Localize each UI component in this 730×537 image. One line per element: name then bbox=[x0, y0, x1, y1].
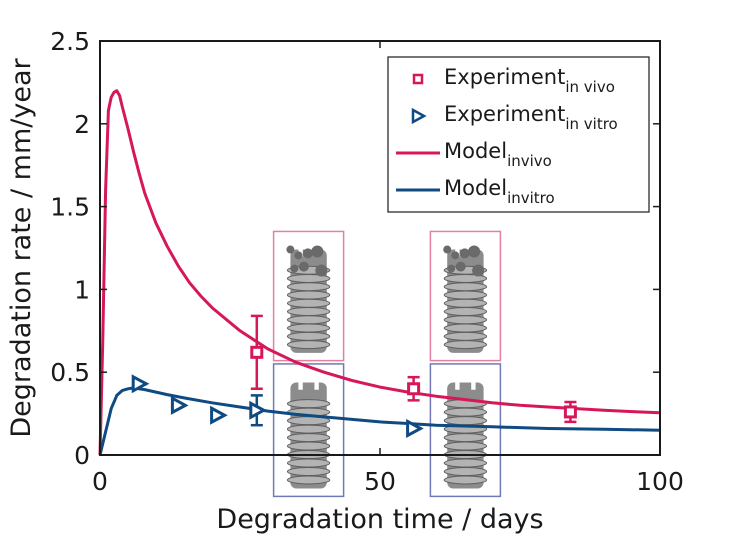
scaffold-slot bbox=[471, 380, 476, 390]
experiment-in-vitro-point bbox=[210, 405, 228, 425]
scaffold-thread bbox=[443, 323, 488, 333]
scaffold-thread bbox=[443, 466, 488, 476]
scaffold-thread bbox=[443, 315, 488, 325]
legend: Experimentin vivo Experimentin vitro Model… bbox=[387, 56, 650, 213]
y-tick-label: 1 bbox=[74, 275, 90, 304]
legend-triangle-swatch bbox=[411, 107, 427, 125]
scaffold-thread bbox=[443, 307, 488, 317]
scaffold-slot bbox=[314, 380, 319, 390]
experiment-in-vivo-point bbox=[563, 400, 577, 424]
in-vivo-scaffold-inset bbox=[429, 230, 502, 362]
experiment-in-vivo-point bbox=[250, 314, 264, 391]
corrosion-pit bbox=[294, 251, 303, 260]
scaffold-thread bbox=[443, 331, 488, 341]
scaffold-thread bbox=[443, 282, 488, 292]
model-curves bbox=[98, 89, 661, 456]
corrosion-pit bbox=[472, 264, 485, 277]
scaffold-thread bbox=[443, 290, 488, 300]
corrosion-pit bbox=[298, 261, 309, 272]
scaffold-thread bbox=[443, 433, 488, 443]
experiment-markers bbox=[131, 314, 577, 439]
scaffold-slot bbox=[298, 380, 303, 390]
scaffold-thread bbox=[286, 399, 331, 409]
corrosion-pit bbox=[459, 248, 470, 259]
corrosion-pit bbox=[290, 264, 299, 273]
scaffold-thread bbox=[286, 340, 331, 350]
scaffold-thread bbox=[286, 441, 331, 451]
square-marker bbox=[250, 345, 264, 359]
in-vivo-scaffold-inset bbox=[272, 230, 345, 362]
scaffold-thread bbox=[286, 282, 331, 292]
corrosion-pit bbox=[286, 245, 295, 254]
legend-box bbox=[387, 56, 650, 213]
corrosion-pit bbox=[311, 245, 324, 258]
axis-ticks: 0 50 100 0 0.5 1 1.5 2 2.5 bbox=[50, 27, 684, 496]
triangle-marker bbox=[406, 418, 424, 439]
x-tick-label: 0 bbox=[92, 467, 108, 496]
corrosion-pit bbox=[315, 264, 328, 277]
scaffold-thread bbox=[443, 298, 488, 308]
legend-label: Modelinvivo bbox=[444, 139, 552, 170]
corrosion-pit bbox=[468, 245, 481, 258]
legend-entry: Modelinvitro bbox=[396, 176, 555, 207]
x-tick-label: 50 bbox=[364, 467, 396, 496]
scaffold-thread bbox=[443, 407, 488, 417]
scaffold-thread bbox=[286, 433, 331, 443]
scaffold-thread bbox=[286, 458, 331, 468]
scaffold-thread bbox=[443, 340, 488, 350]
triangle-marker bbox=[210, 405, 228, 425]
corrosion-pit bbox=[455, 261, 466, 272]
y-tick-label: 2 bbox=[74, 110, 90, 139]
scaffold-thread bbox=[286, 315, 331, 325]
scaffold-thread bbox=[443, 416, 488, 426]
scaffold-thread bbox=[286, 424, 331, 434]
y-axis-label: Degradation rate / mm/year bbox=[6, 57, 37, 437]
scaffold-thread bbox=[286, 323, 331, 333]
model-invivo-line bbox=[98, 89, 661, 456]
experiment-in-vitro-point bbox=[406, 418, 424, 439]
triangle-marker bbox=[170, 395, 189, 415]
scaffold-thread bbox=[286, 298, 331, 308]
scaffold-thread bbox=[286, 307, 331, 317]
scaffold-insets bbox=[272, 230, 502, 498]
experiment-in-vitro-point bbox=[249, 394, 267, 427]
scaffold-thread bbox=[443, 441, 488, 451]
legend-entry: Experimentin vitro bbox=[411, 102, 618, 133]
square-marker bbox=[563, 405, 577, 419]
x-tick-label: 100 bbox=[636, 467, 684, 496]
y-tick-label: 0 bbox=[74, 441, 90, 470]
y-tick-label: 2.5 bbox=[50, 27, 90, 56]
experiment-in-vivo-point bbox=[407, 375, 421, 402]
legend-square-swatch bbox=[412, 73, 424, 85]
experiment-in-vitro-point bbox=[131, 374, 150, 394]
scaffold-thread bbox=[286, 466, 331, 476]
experiment-in-vitro-point bbox=[170, 395, 189, 415]
corrosion-pit bbox=[451, 251, 460, 260]
in-vitro-scaffold-inset bbox=[429, 363, 502, 498]
scaffold-thread bbox=[443, 458, 488, 468]
in-vitro-scaffold-inset bbox=[272, 363, 345, 498]
corrosion-pit bbox=[443, 245, 452, 254]
scaffold-thread bbox=[286, 290, 331, 300]
scaffold-slot bbox=[455, 380, 460, 390]
legend-label: Experimentin vitro bbox=[444, 102, 618, 133]
x-axis-label: Degradation time / days bbox=[216, 504, 543, 535]
legend-entry: Experimentin vivo bbox=[412, 65, 615, 96]
scaffold-thread bbox=[443, 475, 488, 485]
legend-label: Experimentin vivo bbox=[444, 65, 615, 96]
scaffold-thread bbox=[286, 475, 331, 485]
triangle-marker bbox=[131, 374, 150, 394]
y-tick-label: 0.5 bbox=[50, 358, 90, 387]
corrosion-pit bbox=[447, 264, 456, 273]
legend-entry: Modelinvivo bbox=[396, 139, 552, 170]
square-marker bbox=[407, 382, 421, 396]
triangle-marker bbox=[249, 400, 267, 420]
model-invitro-line bbox=[98, 386, 661, 456]
y-tick-label: 1.5 bbox=[50, 193, 90, 222]
corrosion-pit bbox=[302, 248, 313, 259]
legend-label: Modelinvitro bbox=[444, 176, 555, 207]
scaffold-thread bbox=[286, 331, 331, 341]
